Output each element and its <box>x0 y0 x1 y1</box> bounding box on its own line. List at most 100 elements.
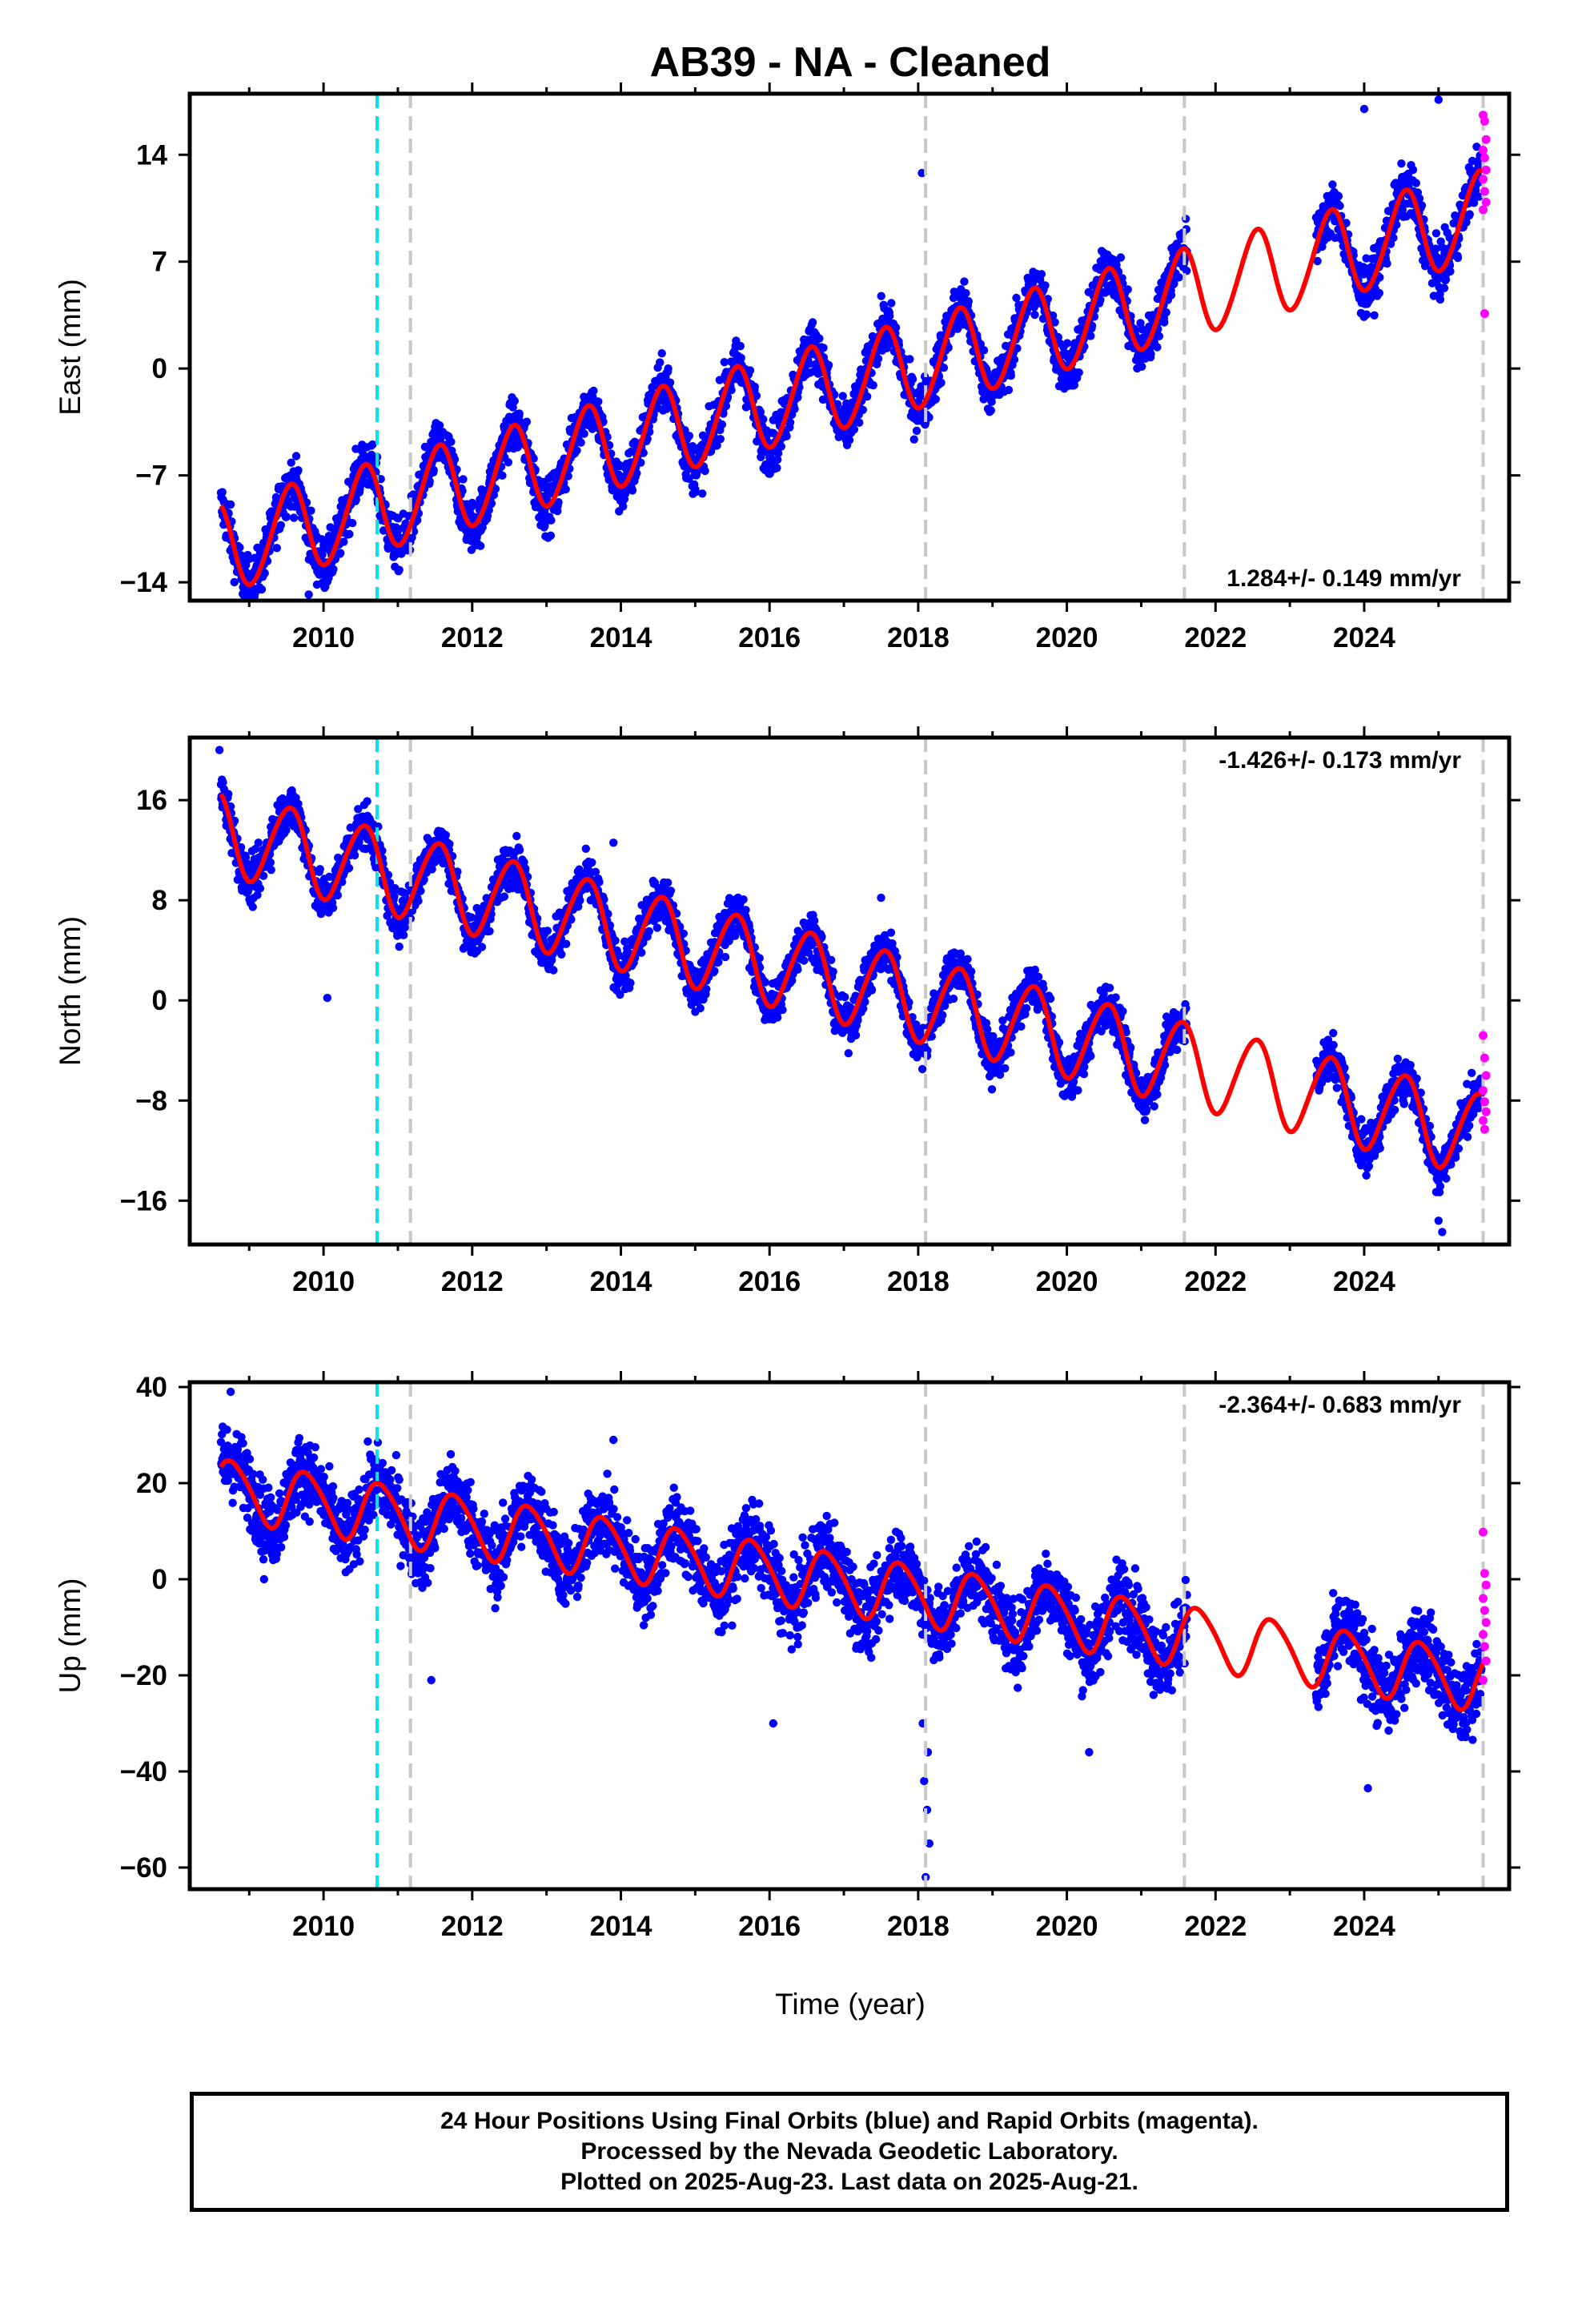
final-orbit-point <box>1334 191 1343 201</box>
final-orbit-point <box>715 376 725 384</box>
final-orbit-point <box>845 436 854 444</box>
east-y-axis-label: East (mm) <box>54 279 86 416</box>
final-orbit-point <box>397 549 406 558</box>
rapid-orbit-point <box>1480 116 1489 126</box>
final-orbit-point <box>656 358 665 367</box>
final-orbit-point <box>395 565 404 574</box>
final-orbit-point <box>339 537 348 546</box>
final-orbit-point <box>589 386 598 396</box>
rapid-orbit-point <box>1481 197 1491 207</box>
final-orbit-point <box>235 543 244 552</box>
final-orbit-point <box>445 839 454 849</box>
final-orbit-point <box>498 471 507 480</box>
final-orbit-point <box>266 858 275 867</box>
final-orbit-point <box>218 488 227 497</box>
final-orbit-point <box>576 438 585 447</box>
final-orbit-point <box>504 458 513 467</box>
final-orbit-point <box>257 585 267 594</box>
final-orbit-point <box>414 896 423 906</box>
final-orbit-point <box>785 418 795 427</box>
x-tick-label: 2014 <box>590 622 652 653</box>
final-orbit-point <box>476 541 485 550</box>
panel-north: 2010 2012 2014 2016 2018 2020 2022 2024−16−8081… <box>54 726 1520 1297</box>
final-orbit-point <box>891 323 901 332</box>
final-orbit-point <box>247 606 255 614</box>
final-orbit-point <box>572 446 581 455</box>
final-orbit-point <box>909 435 918 444</box>
final-orbit-point <box>576 896 584 905</box>
final-orbit-point <box>611 936 620 945</box>
final-orbit-point <box>1411 179 1421 187</box>
final-orbit-point <box>477 943 487 951</box>
final-orbit-point <box>885 312 894 320</box>
final-orbit-point <box>1408 165 1418 175</box>
final-orbit-point <box>350 850 359 860</box>
rapid-orbit-point <box>1479 205 1488 215</box>
final-orbit-point <box>557 950 566 959</box>
final-orbit-point <box>441 830 450 840</box>
final-orbit-point <box>819 344 828 352</box>
final-orbit-point <box>1123 285 1132 294</box>
final-orbit-point <box>508 403 517 412</box>
final-orbit-point <box>1383 259 1391 268</box>
final-orbit-point <box>1431 229 1441 238</box>
final-orbit-point <box>336 549 345 557</box>
final-orbit-point <box>869 380 877 390</box>
rapid-orbit-point <box>1481 165 1491 175</box>
final-orbit-point <box>260 569 269 577</box>
final-orbit-point <box>979 346 989 355</box>
final-orbit-point <box>745 366 755 375</box>
final-orbit-point <box>685 432 694 440</box>
final-orbit-point <box>701 466 709 476</box>
final-orbit-point <box>716 435 725 444</box>
north-final-orbit-points <box>215 746 1486 1236</box>
final-orbit-point <box>931 395 941 404</box>
final-orbit-point <box>752 392 761 400</box>
final-orbit-point <box>790 404 799 413</box>
final-orbit-point <box>1397 159 1406 168</box>
final-orbit-point <box>691 488 701 497</box>
final-orbit-point <box>1335 201 1344 211</box>
final-orbit-point <box>863 392 872 401</box>
final-orbit-point <box>276 521 285 529</box>
final-orbit-point <box>289 513 299 522</box>
final-orbit-point <box>1166 291 1176 300</box>
final-orbit-point <box>773 455 782 464</box>
final-orbit-point <box>1138 362 1146 371</box>
final-orbit-point <box>873 354 883 364</box>
final-orbit-point <box>333 891 342 900</box>
final-orbit-point <box>510 396 519 405</box>
y-tick-label: 0 <box>152 353 167 384</box>
final-orbit-point <box>307 506 315 515</box>
final-orbit-point <box>425 476 434 486</box>
final-orbit-point <box>858 405 868 414</box>
final-orbit-point <box>727 385 736 395</box>
final-orbit-point <box>824 360 833 370</box>
final-orbit-point <box>230 577 239 587</box>
final-orbit-point <box>1037 270 1046 279</box>
final-orbit-point <box>664 364 673 373</box>
final-orbit-point <box>248 903 257 911</box>
final-orbit-point <box>304 590 313 599</box>
final-orbit-point <box>450 455 460 464</box>
final-orbit-point <box>1030 310 1039 320</box>
x-tick-label: 2012 <box>441 622 504 653</box>
east-rate-annotation: 1.284+/- 0.149 mm/yr <box>1227 565 1461 592</box>
final-orbit-point <box>561 485 570 494</box>
final-orbit-point <box>581 844 590 854</box>
final-orbit-point <box>255 884 265 893</box>
final-orbit-point <box>721 952 730 962</box>
final-orbit-point <box>782 432 791 440</box>
final-orbit-point <box>877 292 885 300</box>
final-orbit-point <box>549 966 558 975</box>
final-orbit-point <box>964 297 974 306</box>
y-tick-label: 7 <box>152 247 167 278</box>
panel-east: 2010 2012 2014 2016 2018 2020 2022 2024−14−7071… <box>54 82 1520 653</box>
final-orbit-point <box>987 397 996 406</box>
final-orbit-point <box>554 498 563 507</box>
final-orbit-point <box>395 942 404 951</box>
final-orbit-point <box>1048 311 1058 320</box>
x-axis-label: Time (year) <box>775 1988 926 2020</box>
final-orbit-point <box>1328 180 1337 189</box>
final-orbit-point <box>547 516 556 525</box>
